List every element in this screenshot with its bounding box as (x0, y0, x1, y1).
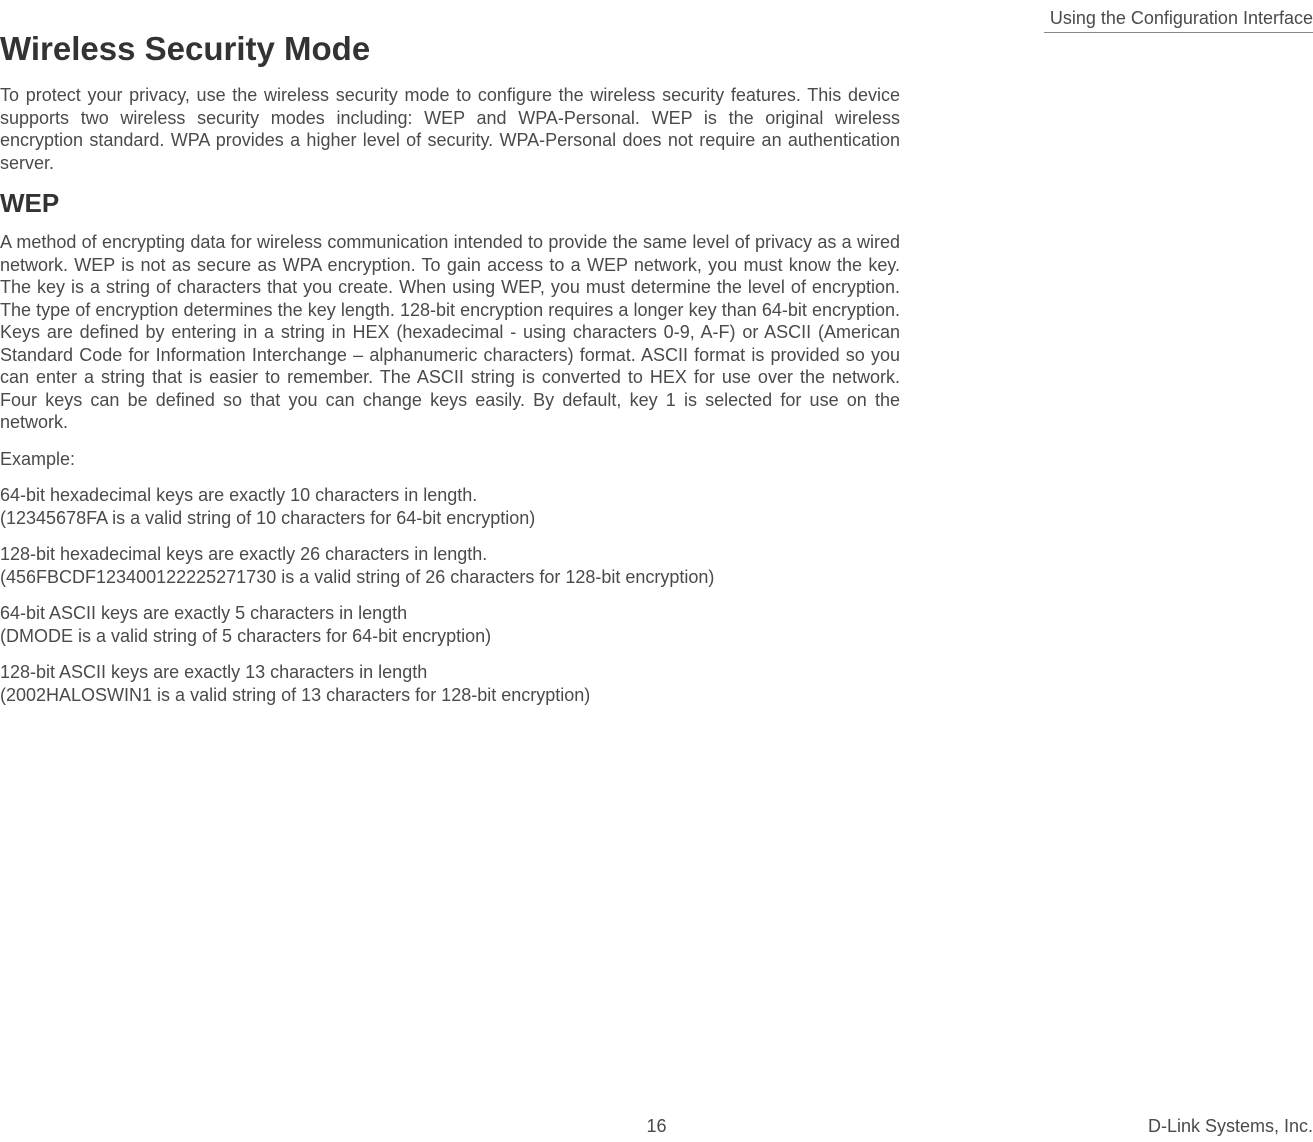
example-line: (DMODE is a valid string of 5 characters… (0, 625, 900, 648)
example-label: Example: (0, 448, 900, 471)
example-item: 64-bit ASCII keys are exactly 5 characte… (0, 602, 900, 647)
page-title: Wireless Security Mode (0, 30, 900, 68)
example-line: (456FBCDF123400122225271730 is a valid s… (0, 566, 900, 589)
wep-paragraph: A method of encrypting data for wireless… (0, 231, 900, 434)
example-line: 128-bit ASCII keys are exactly 13 charac… (0, 661, 900, 684)
intro-paragraph: To protect your privacy, use the wireles… (0, 84, 900, 174)
footer-company: D-Link Systems, Inc. (1148, 1116, 1313, 1137)
example-item: 128-bit hexadecimal keys are exactly 26 … (0, 543, 900, 588)
example-line: (2002HALOSWIN1 is a valid string of 13 c… (0, 684, 900, 707)
header-section-label: Using the Configuration Interface (1044, 8, 1313, 33)
example-line: (12345678FA is a valid string of 10 char… (0, 507, 900, 530)
main-content: Wireless Security Mode To protect your p… (0, 10, 900, 706)
example-line: 64-bit ASCII keys are exactly 5 characte… (0, 602, 900, 625)
page-number: 16 (646, 1116, 666, 1137)
example-line: 64-bit hexadecimal keys are exactly 10 c… (0, 484, 900, 507)
example-line: 128-bit hexadecimal keys are exactly 26 … (0, 543, 900, 566)
example-item: 64-bit hexadecimal keys are exactly 10 c… (0, 484, 900, 529)
example-item: 128-bit ASCII keys are exactly 13 charac… (0, 661, 900, 706)
wep-heading: WEP (0, 188, 900, 219)
